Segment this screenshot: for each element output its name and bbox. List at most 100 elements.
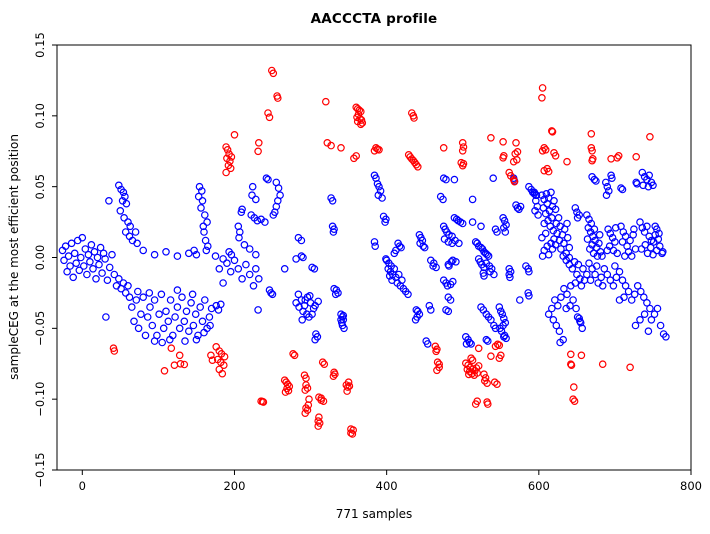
scatter-point-group-red <box>483 379 491 388</box>
scatter-point-group-blue <box>90 248 99 256</box>
scatter-point-group-blue <box>334 289 342 297</box>
scatter-point-group-blue <box>198 317 207 326</box>
scatter-point-group-blue <box>202 246 211 255</box>
scatter-point-group-blue <box>638 168 647 177</box>
scatter-point-group-blue <box>640 310 649 319</box>
scatter-point-group-blue <box>646 243 655 252</box>
scatter-point-group-red <box>483 400 492 408</box>
scatter-point-group-blue <box>381 218 389 226</box>
scatter-point-group-blue <box>145 289 154 297</box>
scatter-point-group-red <box>613 154 622 162</box>
scatter-point-group-blue <box>532 191 541 200</box>
scatter-point-group-blue <box>155 310 163 319</box>
scatter-point-group-red <box>302 404 310 412</box>
scatter-point-group-blue <box>506 273 514 282</box>
scatter-point-group-red <box>487 352 495 361</box>
scatter-point-group-red <box>303 384 312 392</box>
x-tick-label: 200 <box>223 479 245 493</box>
scatter-point-group-blue <box>292 298 300 307</box>
scatter-point-group-red <box>433 358 442 367</box>
scatter-point-group-blue <box>540 219 549 228</box>
scatter-point-group-blue <box>69 273 78 282</box>
scatter-point-group-blue <box>339 311 348 320</box>
chart-title: AACCCTA profile <box>310 11 438 27</box>
scatter-point-group-blue <box>653 304 662 313</box>
scatter-point-group-blue <box>245 270 254 279</box>
scatter-point-group-blue <box>563 219 571 228</box>
scatter-point-group-blue <box>238 274 246 283</box>
scatter-point-group-red <box>474 344 483 353</box>
scatter-point-group-blue <box>662 332 670 341</box>
scatter-point-group-blue <box>541 229 550 238</box>
scatter-point-group-blue <box>162 307 170 316</box>
scatter-point-group-blue <box>72 259 81 268</box>
scatter-point-group-blue <box>534 211 542 219</box>
scatter-point-group-blue <box>175 324 184 333</box>
scatter-point-group-blue <box>630 290 639 299</box>
scatter-point-group-blue <box>486 267 494 276</box>
scatter-point-group-blue <box>192 250 201 259</box>
scatter-point-group-blue <box>603 246 612 255</box>
scatter-point-group-blue <box>83 270 91 279</box>
scatter-point-group-blue <box>240 241 249 249</box>
scatter-point-group-blue <box>571 204 580 212</box>
scatter-point-group-blue <box>105 197 113 205</box>
scatter-point-group-blue <box>426 306 435 314</box>
scatter-point-group-red <box>463 365 472 374</box>
scatter-point-group-blue <box>119 188 128 197</box>
scatter-point-group-blue <box>102 313 110 321</box>
scatter-point-group-red <box>569 383 578 391</box>
scatter-point-group-blue <box>586 276 595 285</box>
scatter-point-group-red <box>538 84 547 92</box>
scatter-point-group-blue <box>432 263 440 272</box>
scatter-point-group-blue <box>146 303 154 311</box>
scatter-point-group-blue <box>525 267 533 276</box>
scatter-point-group-blue <box>553 229 561 238</box>
scatter-point-group-blue <box>234 264 243 273</box>
scatter-point-group-red <box>474 362 483 370</box>
scatter-point-group-blue <box>237 208 246 217</box>
scatter-point-group-blue <box>643 222 651 231</box>
scatter-point-group-blue <box>301 296 310 304</box>
scatter-point-group-red <box>220 361 228 370</box>
scatter-point-group-blue <box>569 296 577 304</box>
scatter-point-group-blue <box>64 252 73 260</box>
scatter-point-group-red <box>226 157 234 166</box>
scatter-point-group-blue <box>78 233 87 242</box>
scatter-point-group-red <box>598 360 607 369</box>
scatter-point-group-blue <box>404 290 412 299</box>
scatter-point-group-blue <box>646 304 654 313</box>
scatter-point-group-blue <box>627 296 636 304</box>
scatter-point-group-blue <box>126 222 135 231</box>
scatter-point-group-blue <box>311 335 319 344</box>
scatter-point-group-red <box>569 395 577 404</box>
scatter-point-group-red <box>563 157 571 166</box>
scatter-point-group-red <box>230 131 239 139</box>
scatter-point-group-blue <box>134 287 142 296</box>
scatter-point-group-red <box>301 409 310 418</box>
scatter-point-group-blue <box>204 242 212 251</box>
scatter-point-group-red <box>538 94 546 102</box>
scatter-point-group-blue <box>158 338 167 347</box>
scatter-point-group-blue <box>150 296 159 304</box>
scatter-point-group-blue <box>308 310 316 319</box>
scatter-point-group-red <box>512 139 520 147</box>
scatter-point-group-blue <box>394 270 403 279</box>
scatter-point-group-blue <box>609 281 618 290</box>
scatter-point-group-blue <box>644 182 653 191</box>
scatter-point-group-blue <box>385 272 394 280</box>
scatter-point-group-red <box>110 347 119 355</box>
scatter-point-group-red <box>301 386 310 394</box>
scatter-point-group-blue <box>573 214 582 222</box>
scatter-point-group-blue <box>371 242 380 251</box>
scatter-point-group-blue <box>482 335 491 344</box>
scatter-point-group-blue <box>130 317 138 326</box>
scatter-point-group-blue <box>198 197 207 205</box>
scatter-point-group-blue <box>194 331 202 340</box>
scatter-point-group-blue <box>483 337 492 345</box>
scatter-point-group-blue <box>600 264 609 273</box>
scatter-point-group-red <box>471 400 480 408</box>
scatter-point-group-blue <box>226 267 235 276</box>
scatter-point-group-blue <box>103 276 112 285</box>
scatter-point-group-red <box>345 382 354 390</box>
